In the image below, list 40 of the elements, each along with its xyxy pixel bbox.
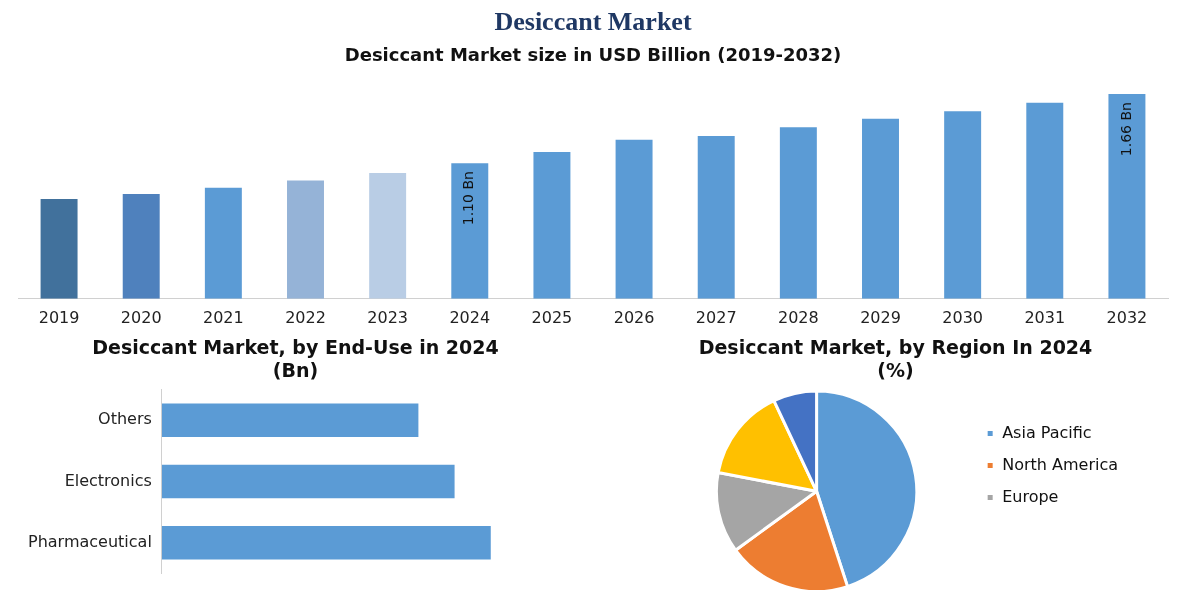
chart-title: Desiccant Market, by End-Use in 2024 (Bn) [92, 336, 499, 382]
bar [862, 118, 899, 299]
bar [533, 152, 571, 299]
legend-label: Asia Pacific [1002, 422, 1092, 442]
data-label: 1.66 Bn [1117, 102, 1134, 157]
legend-label: North America [1002, 454, 1119, 474]
bar [287, 180, 324, 299]
x-tick-label: 2023 [367, 307, 408, 327]
y-tick-label: Others [98, 409, 152, 429]
y-tick-label: Pharmaceutical [28, 531, 152, 551]
x-tick-label: 2029 [860, 307, 901, 327]
x-tick-label: 2019 [38, 307, 80, 327]
x-tick-label: 2027 [695, 307, 737, 327]
bar [451, 163, 489, 299]
x-tick-label: 2026 [613, 307, 655, 327]
x-tick-label: 2021 [203, 307, 244, 327]
bar [122, 193, 160, 299]
y-tick-label: Electronics [64, 470, 152, 490]
chart-title: Desiccant Market [494, 7, 692, 37]
x-tick-label: 2024 [449, 307, 491, 327]
x-tick-label: 2025 [531, 307, 573, 327]
chart-subtitle: Desiccant Market size in USD Billion (2019-2032) [344, 43, 842, 65]
x-tick-label: 2030 [942, 307, 983, 327]
x-tick-label: 2028 [778, 307, 819, 327]
bar [944, 111, 982, 299]
bar [615, 139, 653, 299]
x-tick-label: 2020 [120, 307, 162, 327]
bar [204, 187, 242, 299]
bar [1108, 94, 1146, 299]
chart-title: Desiccant Market, by Region In 2024 (%) [698, 336, 1093, 382]
legend-label: Europe [1002, 486, 1059, 506]
bar [697, 136, 735, 299]
x-tick-label: 2032 [1106, 307, 1148, 327]
x-tick-label: 2031 [1024, 307, 1066, 327]
bar [369, 173, 407, 299]
x-tick-label: 2022 [285, 307, 326, 327]
data-label: 1.10 Bn [460, 171, 477, 226]
bar [1026, 102, 1064, 299]
bar [40, 198, 78, 299]
bar [779, 127, 817, 299]
